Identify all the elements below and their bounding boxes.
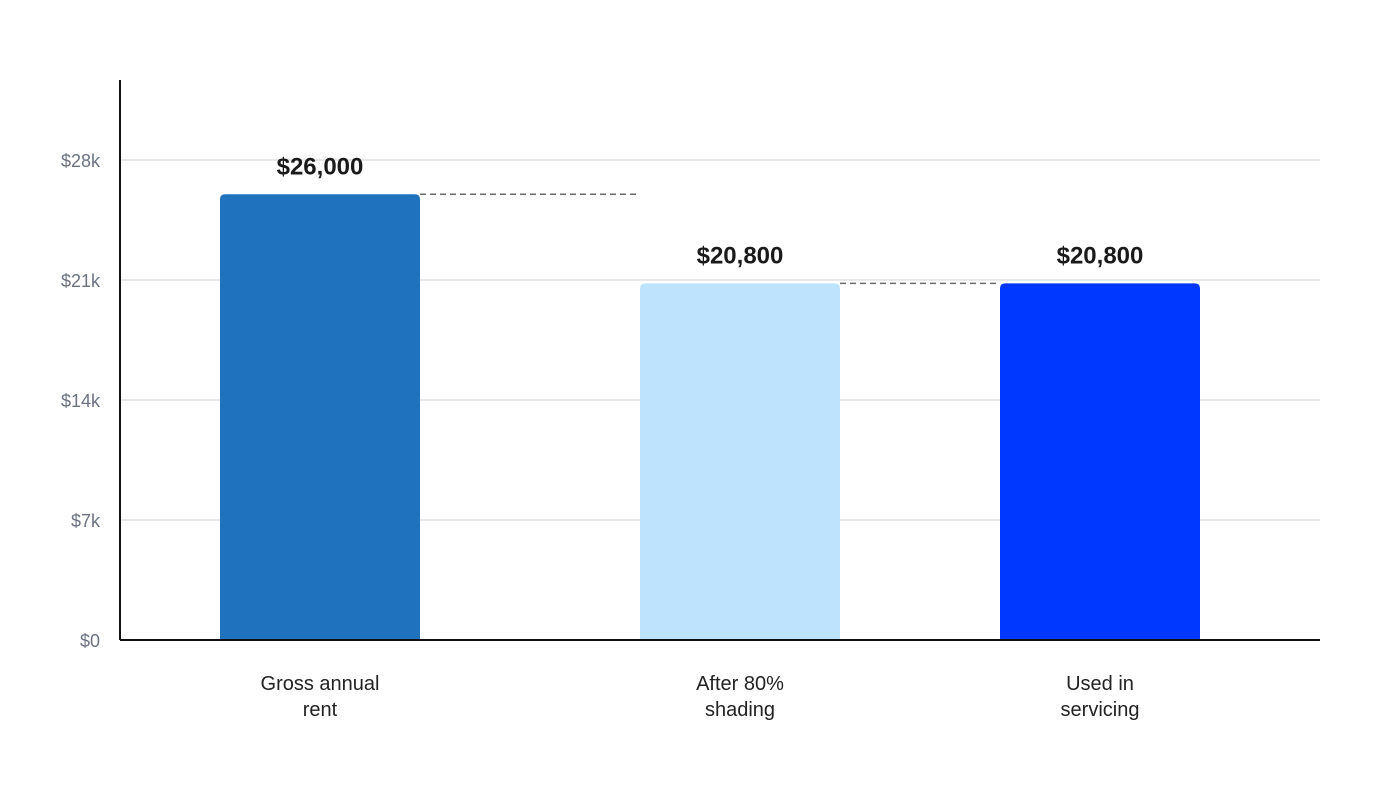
category-label: rent	[303, 699, 338, 721]
category-label: servicing	[1061, 699, 1140, 721]
bar-value-label: $26,000	[277, 153, 364, 180]
value-labels: $26,000 $20,800 $20,800	[277, 153, 1144, 269]
bar	[220, 194, 420, 641]
y-tick-label: $28k	[61, 151, 101, 171]
y-tick-labels: $0 $7k $14k $21k $28k	[61, 151, 101, 651]
category-label: Gross annual	[261, 673, 380, 695]
axes	[119, 80, 1320, 641]
category-label: After 80%	[696, 673, 784, 695]
y-tick-label: $21k	[61, 271, 101, 291]
bar	[640, 283, 840, 640]
connector-lines	[420, 193, 1000, 285]
y-tick-label: $7k	[71, 511, 101, 531]
bar-value-label: $20,800	[1057, 242, 1144, 269]
category-label: Used in	[1066, 673, 1134, 695]
category-labels: Gross annual rent After 80% shading Used in s…	[261, 673, 1140, 721]
y-tick-label: $0	[80, 631, 100, 651]
category-label: shading	[705, 699, 775, 721]
bars	[220, 194, 1200, 641]
y-tick-label: $14k	[61, 391, 101, 411]
bar	[1000, 283, 1200, 640]
bar-value-label: $20,800	[697, 242, 784, 269]
